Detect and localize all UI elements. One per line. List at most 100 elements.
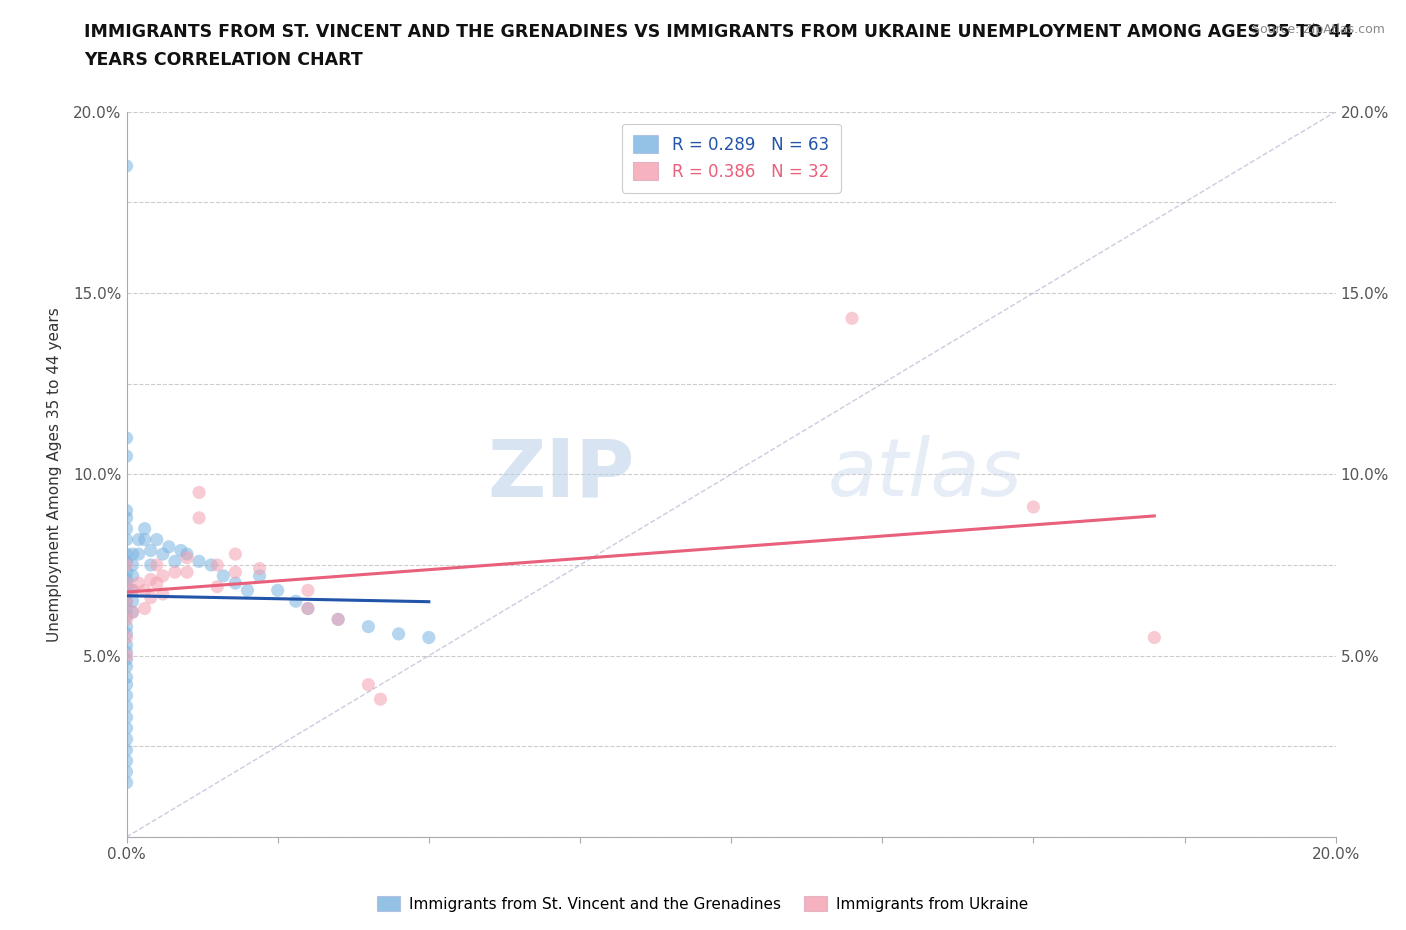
Point bbox=[115, 732, 138, 747]
Point bbox=[121, 547, 143, 562]
Point bbox=[115, 619, 138, 634]
Point bbox=[115, 753, 138, 768]
Point bbox=[176, 547, 198, 562]
Legend: Immigrants from St. Vincent and the Grenadines, Immigrants from Ukraine: Immigrants from St. Vincent and the Gren… bbox=[371, 889, 1035, 918]
Point bbox=[115, 558, 138, 573]
Point bbox=[115, 594, 138, 609]
Point bbox=[121, 594, 143, 609]
Point bbox=[115, 612, 138, 627]
Point bbox=[200, 558, 222, 573]
Legend: R = 0.289   N = 63, R = 0.386   N = 32: R = 0.289 N = 63, R = 0.386 N = 32 bbox=[621, 124, 841, 193]
Point bbox=[115, 742, 138, 757]
Point bbox=[115, 431, 138, 445]
Point bbox=[115, 627, 138, 642]
Point bbox=[139, 558, 162, 573]
Point bbox=[115, 644, 138, 659]
Point bbox=[152, 568, 174, 583]
Point bbox=[249, 568, 271, 583]
Point bbox=[284, 594, 307, 609]
Point bbox=[128, 532, 150, 547]
Point bbox=[128, 547, 150, 562]
Point bbox=[115, 652, 138, 667]
Point bbox=[115, 648, 138, 663]
Point bbox=[115, 631, 138, 645]
Point bbox=[115, 637, 138, 652]
Point bbox=[139, 543, 162, 558]
Point bbox=[326, 612, 350, 627]
Point bbox=[418, 631, 440, 645]
Point bbox=[205, 558, 228, 573]
Point bbox=[163, 554, 186, 569]
Point bbox=[267, 583, 290, 598]
Point bbox=[152, 587, 174, 602]
Point bbox=[176, 551, 198, 565]
Point bbox=[297, 583, 319, 598]
Point bbox=[115, 503, 138, 518]
Point bbox=[188, 554, 211, 569]
Point bbox=[297, 601, 319, 616]
Point bbox=[326, 612, 350, 627]
Point bbox=[188, 485, 211, 500]
Point bbox=[152, 547, 174, 562]
Point bbox=[188, 511, 211, 525]
Point bbox=[115, 572, 138, 587]
Point bbox=[115, 554, 138, 569]
Point bbox=[115, 449, 138, 464]
Point bbox=[121, 583, 143, 598]
Point bbox=[121, 558, 143, 573]
Point bbox=[115, 547, 138, 562]
Point bbox=[115, 579, 138, 594]
Point bbox=[205, 579, 228, 594]
Point bbox=[128, 576, 150, 591]
Point bbox=[163, 565, 186, 579]
Point bbox=[1143, 631, 1166, 645]
Point bbox=[121, 604, 143, 619]
Point bbox=[115, 721, 138, 736]
Point bbox=[115, 776, 138, 790]
Text: Source: ZipAtlas.com: Source: ZipAtlas.com bbox=[1251, 23, 1385, 36]
Point bbox=[121, 604, 143, 619]
Point bbox=[115, 158, 138, 173]
Point bbox=[146, 576, 169, 591]
Point bbox=[115, 710, 138, 724]
Point bbox=[115, 699, 138, 714]
Point bbox=[115, 565, 138, 579]
Point bbox=[115, 688, 138, 703]
Point bbox=[115, 587, 138, 602]
Point bbox=[297, 601, 319, 616]
Point bbox=[134, 601, 156, 616]
Point bbox=[121, 568, 143, 583]
Point bbox=[115, 670, 138, 684]
Point bbox=[134, 521, 156, 536]
Point bbox=[115, 532, 138, 547]
Point bbox=[121, 583, 143, 598]
Point bbox=[134, 583, 156, 598]
Point bbox=[115, 601, 138, 616]
Point bbox=[249, 561, 271, 576]
Point bbox=[370, 692, 392, 707]
Point bbox=[224, 576, 246, 591]
Point bbox=[388, 627, 411, 642]
Point bbox=[236, 583, 259, 598]
Point bbox=[146, 532, 169, 547]
Text: atlas: atlas bbox=[828, 435, 1022, 513]
Point bbox=[176, 565, 198, 579]
Point bbox=[224, 547, 246, 562]
Text: ZIP: ZIP bbox=[486, 435, 634, 513]
Point bbox=[357, 677, 380, 692]
Text: YEARS CORRELATION CHART: YEARS CORRELATION CHART bbox=[84, 51, 363, 69]
Point bbox=[139, 572, 162, 587]
Point bbox=[357, 619, 380, 634]
Text: IMMIGRANTS FROM ST. VINCENT AND THE GRENADINES VS IMMIGRANTS FROM UKRAINE UNEMPL: IMMIGRANTS FROM ST. VINCENT AND THE GREN… bbox=[84, 23, 1353, 41]
Point bbox=[115, 576, 138, 591]
Point bbox=[115, 521, 138, 536]
Point bbox=[139, 591, 162, 605]
Point bbox=[157, 539, 180, 554]
Y-axis label: Unemployment Among Ages 35 to 44 years: Unemployment Among Ages 35 to 44 years bbox=[48, 307, 62, 642]
Point bbox=[146, 558, 169, 573]
Point bbox=[115, 608, 138, 623]
Point bbox=[115, 677, 138, 692]
Point bbox=[115, 764, 138, 779]
Point bbox=[134, 532, 156, 547]
Point bbox=[212, 568, 235, 583]
